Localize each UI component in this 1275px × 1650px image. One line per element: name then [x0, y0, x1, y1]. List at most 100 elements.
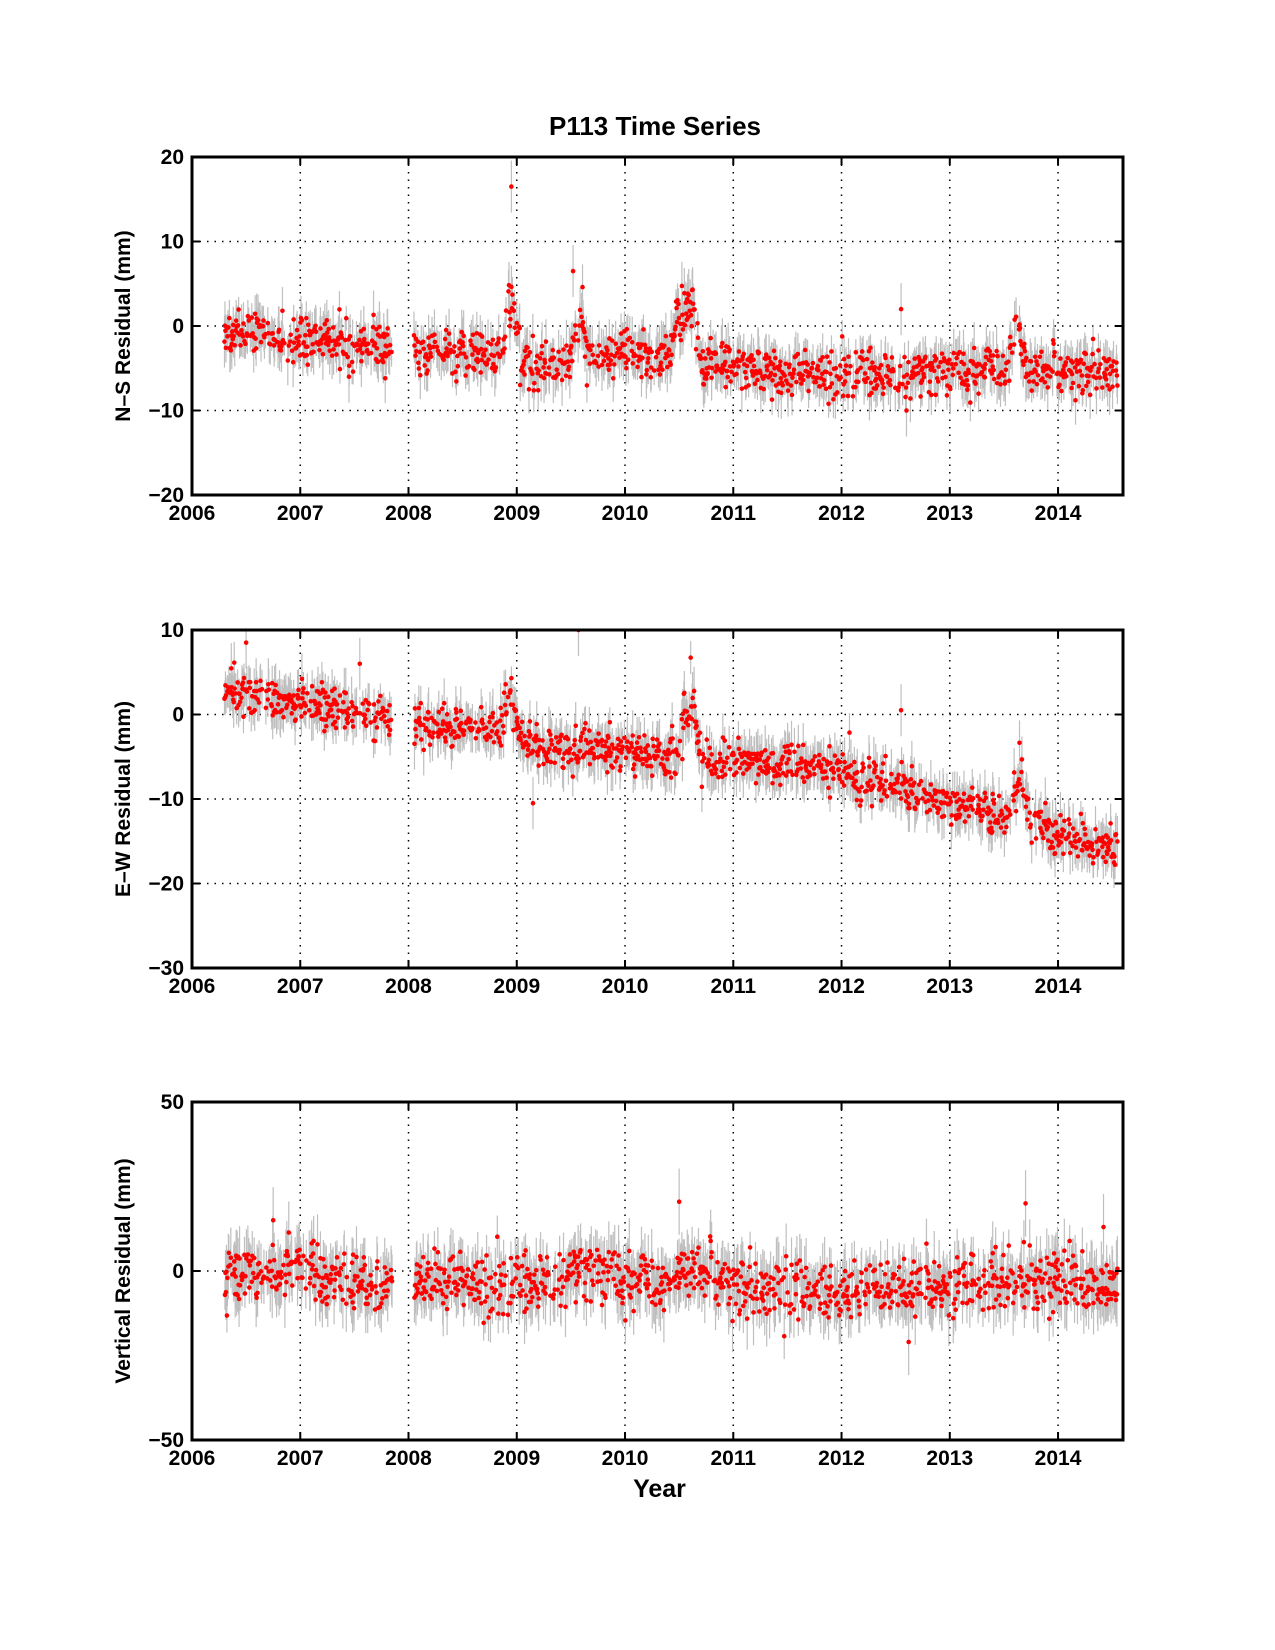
data-point: [453, 706, 459, 712]
data-point: [318, 341, 324, 346]
data-point: [302, 710, 308, 716]
data-point: [861, 765, 866, 770]
data-point: [949, 813, 955, 818]
data-point: [418, 737, 424, 742]
data-point: [865, 375, 870, 381]
data-point: [786, 756, 791, 762]
data-point: [758, 764, 763, 770]
data-point: [1051, 341, 1056, 346]
data-point: [1080, 387, 1086, 393]
x-tick-label: 2010: [602, 975, 649, 998]
data-point: [848, 763, 854, 768]
data-point: [1090, 351, 1095, 357]
data-point: [668, 362, 674, 367]
data-point: [757, 757, 763, 762]
data-point: [530, 748, 536, 754]
data-point: [267, 342, 273, 347]
data-point: [526, 387, 532, 392]
data-point: [709, 752, 714, 757]
data-point: [470, 332, 476, 338]
data-point: [751, 357, 756, 363]
data-point: [937, 789, 942, 794]
data-point: [379, 716, 384, 722]
data-point: [713, 771, 718, 776]
data-point: [1112, 862, 1118, 868]
data-point: [1090, 336, 1096, 342]
data-point: [304, 352, 310, 358]
data-point: [725, 374, 731, 380]
data-point: [501, 730, 506, 735]
data-point: [256, 700, 262, 705]
data-point: [679, 716, 685, 722]
data-point: [680, 756, 685, 762]
x-tick-label: 2013: [926, 975, 973, 998]
data-point: [618, 764, 623, 769]
data-point: [289, 348, 295, 353]
data-point: [693, 346, 699, 352]
data-point: [515, 330, 521, 335]
data-point: [648, 374, 654, 380]
data-point: [938, 359, 943, 365]
data-point: [662, 343, 667, 348]
data-point: [607, 719, 613, 725]
data-point: [305, 322, 311, 328]
data-point: [726, 744, 732, 750]
x-tick-label: 2014: [1035, 975, 1082, 998]
axis-ticks: 2006 2007 2008 2009 2010 2011 2012 2013 2014 −30 −…: [148, 619, 1123, 998]
data-point: [630, 733, 636, 738]
data-point: [947, 795, 953, 801]
data-point: [525, 747, 531, 753]
data-point: [912, 356, 918, 361]
y-tick-label: 0: [172, 704, 184, 727]
data-point: [570, 268, 576, 274]
data-point: [772, 372, 778, 378]
data-point: [606, 735, 611, 741]
data-point: [489, 365, 495, 371]
data-point: [261, 318, 266, 323]
data-point: [1093, 826, 1098, 832]
data-point: [549, 737, 554, 743]
data-point: [708, 356, 714, 361]
data-point: [372, 738, 378, 744]
data-point: [244, 689, 250, 694]
data-point: [887, 377, 893, 383]
data-point: [629, 339, 635, 345]
data-point: [525, 353, 531, 359]
data-point: [927, 379, 933, 384]
data-point: [583, 720, 588, 726]
data-point: [950, 372, 956, 378]
data-point: [222, 339, 227, 344]
data-point: [567, 374, 573, 380]
data-point: [533, 733, 539, 739]
data-point: [840, 393, 846, 399]
data-point: [769, 397, 775, 402]
data-point: [616, 742, 621, 748]
data-point: [624, 365, 629, 371]
data-point: [285, 702, 290, 708]
data-point: [904, 372, 910, 378]
data-point: [497, 353, 503, 358]
data-point: [501, 690, 507, 696]
data-point: [360, 350, 365, 356]
data-point: [831, 776, 836, 782]
data-point: [718, 756, 723, 762]
data-point: [1097, 375, 1103, 380]
data-point: [345, 720, 351, 726]
data-point: [1015, 788, 1020, 794]
data-point: [1033, 836, 1039, 841]
data-point: [822, 769, 828, 774]
data-point: [384, 708, 390, 714]
data-point: [223, 345, 229, 351]
x-tick-label: 2010: [602, 502, 649, 525]
data-point: [702, 356, 708, 361]
data-point: [1092, 361, 1097, 367]
data-point: [359, 358, 364, 364]
data-point: [789, 742, 794, 747]
data-point: [677, 332, 683, 338]
data-point: [509, 184, 514, 189]
data-point: [977, 362, 982, 367]
data-point: [411, 333, 417, 338]
data-point: [413, 353, 418, 358]
data-point: [622, 735, 627, 741]
data-point: [361, 326, 367, 332]
